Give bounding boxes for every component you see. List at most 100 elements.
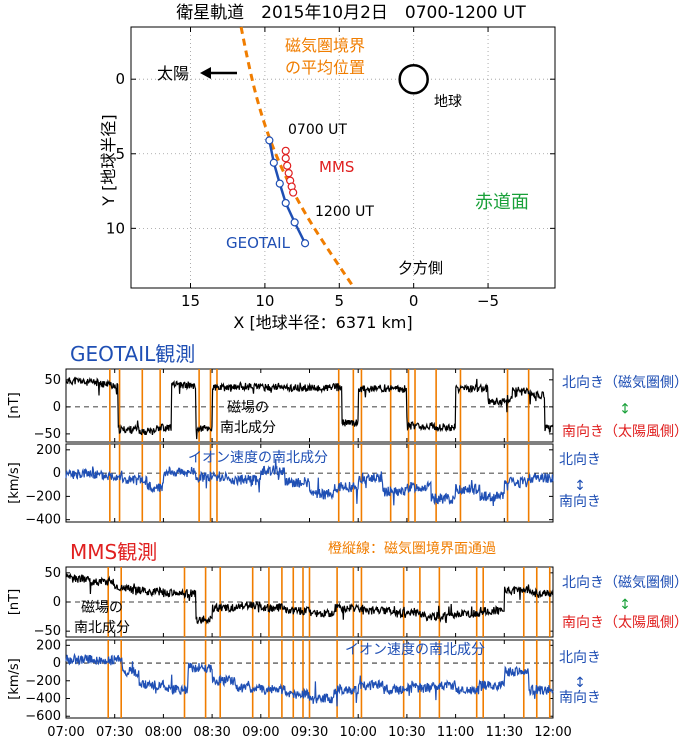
mms-bfield-panel-ytick-label: 0 bbox=[53, 595, 61, 610]
time-axis-tick-label: 10:30 bbox=[388, 725, 425, 740]
mms-velocity-right-top-label: 北向き bbox=[559, 650, 601, 666]
mms-velocity-panel-ylabel: [km/s] bbox=[7, 658, 22, 700]
time-axis-tick-label: 09:00 bbox=[242, 725, 279, 740]
sun-direction-arrow-icon bbox=[200, 67, 237, 79]
orbit-ylabel: Y [地球半径] bbox=[99, 114, 118, 206]
mms-velocity-arrow-icon: ↕ bbox=[574, 675, 586, 691]
geotail-orbit-point bbox=[281, 198, 290, 208]
mms-velocity-panel-ytick-label: −600 bbox=[25, 709, 61, 724]
geotail-velocity-panel-ytick-label: 200 bbox=[36, 443, 61, 458]
earth-circle-icon bbox=[398, 63, 429, 95]
geotail-series-label: GEOTAIL bbox=[226, 234, 291, 252]
end-time-label: 1200 UT bbox=[315, 204, 374, 220]
mms-series-label: MMS bbox=[319, 158, 354, 176]
mms-velocity-right-bottom-label: 南向き bbox=[559, 690, 601, 706]
time-axis-tick-label: 07:00 bbox=[47, 725, 84, 740]
geotail-orbit-point bbox=[300, 239, 310, 248]
orbit-xtick-label: 0 bbox=[409, 292, 419, 310]
geotail-bfield-label-1: 磁場の bbox=[227, 400, 269, 416]
geotail-bfield-panel-ytick-label: 0 bbox=[53, 400, 61, 415]
geotail-bfield-right-bottom-label: 南向き（太陽風側） bbox=[562, 424, 688, 440]
equatorial-plane-label: 赤道面 bbox=[475, 192, 529, 213]
mms-orbit-point bbox=[281, 154, 290, 163]
mms-orbit-point bbox=[289, 188, 298, 197]
orbit-ytick-label: 5 bbox=[115, 145, 125, 163]
time-axis-tick-label: 11:00 bbox=[437, 725, 474, 740]
mms-bfield-right-bottom-label: 南向き（太陽風側） bbox=[562, 615, 688, 631]
geotail-velocity-panel-ylabel: [km/s] bbox=[7, 462, 22, 504]
time-axis-tick-label: 08:00 bbox=[145, 725, 182, 740]
geotail-velocity-panel-ytick-label: −200 bbox=[25, 489, 61, 504]
mms-velocity-panel-ytick-label: −400 bbox=[25, 692, 61, 707]
geotail-bfield-panel-trace bbox=[65, 376, 554, 440]
geotail-bfield-right-top-label: 北向き（磁気圏側） bbox=[562, 375, 688, 391]
time-axis-tick-label: 10:00 bbox=[339, 725, 376, 740]
orbit-xtick-label: −5 bbox=[477, 292, 499, 310]
geotail-velocity-label: イオン速度の南北成分 bbox=[188, 450, 328, 466]
mms-bfield-label-2: 南北成分 bbox=[74, 620, 130, 636]
time-axis-tick-label: 08:30 bbox=[193, 725, 230, 740]
time-axis-tick-label: 11:30 bbox=[486, 725, 523, 740]
geotail-orbit-point bbox=[265, 136, 274, 145]
orbit-xtick-label: 5 bbox=[335, 292, 345, 310]
mms-bfield-panel-ytick-label: −50 bbox=[34, 624, 61, 639]
geotail-bfield-panel-ytick-label: −50 bbox=[34, 427, 61, 442]
crossing-note: 橙縦線：磁気圏境界面通過 bbox=[328, 541, 496, 557]
orbit-title: 衛星軌道 2015年10月2日 0700-1200 UT bbox=[176, 3, 526, 23]
geotail-velocity-right-top-label: 北向き bbox=[559, 452, 601, 468]
orbit-grid bbox=[131, 27, 555, 288]
geotail-velocity-panel-ytick-label: −400 bbox=[25, 513, 61, 528]
mms-bfield-arrow-icon: ↕ bbox=[619, 597, 631, 613]
geotail-velocity-arrow-icon: ↕ bbox=[574, 478, 586, 494]
orbit-xlabel: X [地球半径：6371 km] bbox=[233, 313, 412, 332]
orbit-plot: 衛星軌道 2015年10月2日 0700-1200 UT 15 10 5 0 −5051… bbox=[99, 3, 556, 332]
mms-bfield-panel-ytick-label: 50 bbox=[44, 566, 61, 581]
geotail-velocity-panel: 200 0 −200 −400[km/s] イオン速度の南北成分 bbox=[7, 443, 554, 528]
start-time-label: 0700 UT bbox=[288, 122, 347, 138]
mms-orbit-point bbox=[281, 146, 290, 155]
sun-label: 太陽 bbox=[157, 64, 189, 83]
mms-bfield-panel-trace bbox=[65, 572, 554, 625]
orbit-ticks: 15 10 5 0 −5 0 5 10 bbox=[106, 27, 555, 310]
geotail-velocity-right-bottom-label: 南向き bbox=[559, 494, 601, 510]
mms-velocity-panel-ytick-label: 200 bbox=[36, 638, 61, 653]
mms-velocity-panel-ytick-label: 0 bbox=[53, 656, 61, 671]
geotail-orbit-point bbox=[269, 158, 278, 167]
mms-velocity-panel-trace bbox=[65, 652, 554, 707]
mms-bfield-label-1: 磁場の bbox=[81, 600, 123, 616]
mms-bfield-panel-ylabel: [nT] bbox=[7, 589, 22, 615]
magnetopause-label-1: 磁気圏境界 bbox=[285, 36, 365, 55]
mms-section-title: MMS観測 bbox=[70, 540, 157, 564]
dusk-side-label: 夕方側 bbox=[398, 259, 443, 277]
mms-velocity-label: イオン速度の南北成分 bbox=[345, 642, 485, 658]
time-axis-tick-label: 07:30 bbox=[96, 725, 133, 740]
geotail-velocity-panel-trace bbox=[65, 458, 554, 507]
mms-velocity-panel-ytick-label: −200 bbox=[25, 674, 61, 689]
time-axis-tick-label: 12:00 bbox=[534, 725, 571, 740]
geotail-bfield-panel-ylabel: [nT] bbox=[7, 392, 22, 418]
mms-bfield-right-top-label: 北向き（磁気圏側） bbox=[562, 575, 688, 591]
mms-orbit-point bbox=[283, 161, 292, 170]
orbit-xtick-label: 15 bbox=[181, 292, 200, 310]
geotail-bfield-panel-ytick-label: 50 bbox=[44, 373, 61, 388]
orbit-xtick-label: 10 bbox=[255, 292, 274, 310]
time-axis-tick-label: 09:30 bbox=[291, 725, 328, 740]
mms-velocity-panel: 200 0 −200 −400 −600[km/s] イオン速度の南北成分 bbox=[7, 638, 554, 724]
geotail-bfield-arrow-icon: ↕ bbox=[619, 402, 631, 418]
geotail-velocity-panel-ytick-label: 0 bbox=[53, 466, 61, 481]
orbit-frame bbox=[130, 26, 556, 289]
orbit-ytick-label: 10 bbox=[106, 219, 125, 237]
orbit-ytick-label: 0 bbox=[115, 70, 125, 88]
geotail-orbit-point bbox=[290, 218, 299, 227]
mms-orbit-point bbox=[284, 169, 293, 178]
geotail-bfield-label-2: 南北成分 bbox=[220, 420, 276, 436]
geotail-section-title: GEOTAIL観測 bbox=[70, 342, 195, 366]
geotail-orbit-point bbox=[275, 179, 284, 188]
magnetopause-label-2: の平均位置 bbox=[285, 58, 365, 77]
orbit-series bbox=[265, 136, 310, 248]
